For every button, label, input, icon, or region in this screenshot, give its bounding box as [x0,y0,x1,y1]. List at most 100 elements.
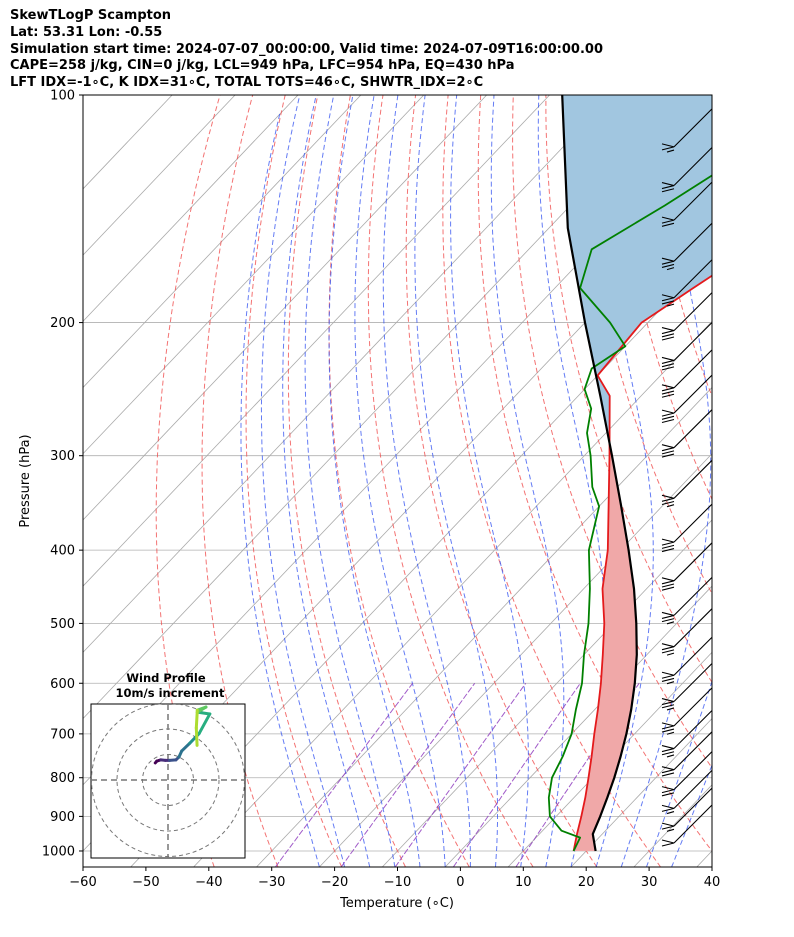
mixing-ratio-4 [452,683,581,867]
wind-barb-full [661,300,675,305]
y-axis-label: Pressure (hPa) [18,434,33,527]
wind-barb-full [661,393,675,398]
moist-adiabat-0 [354,95,446,867]
dry-adiabat-0 [328,95,470,867]
wind-barb-full [661,390,675,395]
wind-barb-flag [661,143,675,148]
wind-barb-full [661,188,675,193]
y-tick-label: 500 [50,617,75,632]
cape-cin-fill-layer [562,95,712,851]
wind-barb-950 [661,787,713,832]
isotherm--150 [83,95,236,256]
wind-barb-900 [661,770,713,815]
x-tick-label: 30 [641,875,658,890]
wind-barb-full [661,769,675,774]
wind-barb-flag [661,494,675,499]
moist-adiabat-28 [620,95,712,867]
wind-barb-staff [673,322,713,361]
positive-area-0 [573,445,637,851]
wind-barb-full [661,548,675,553]
wind-barb-staff [673,687,713,727]
x-tick-label: −10 [384,875,411,890]
isotherm--90 [83,95,613,653]
wind-barb-staff [673,374,713,414]
x-tick-label: −20 [321,875,348,890]
wind-barb-full [661,184,675,190]
wind-barb-450 [661,542,713,591]
wind-barb-650 [661,663,713,711]
wind-barb-full [661,541,675,546]
wind-barb-half [666,681,675,685]
wind-barb-230 [661,322,713,371]
wind-barb-staff [673,259,713,299]
dry-adiabat--30 [201,95,279,867]
wind-barb-full [661,219,675,224]
wind-barb-staff [673,770,713,809]
hodograph-segment [180,741,192,753]
moist-adiabat--4 [328,95,421,867]
wind-barb-full [661,614,675,619]
isotherm--110 [83,95,487,521]
wind-barb-flag [661,384,675,389]
wind-barb-staff [673,409,713,449]
wind-barb-half [666,267,675,271]
wind-barb-full [661,453,675,458]
wind-barb-300 [661,409,713,458]
wind-barb-full [661,825,675,830]
wind-barb-flag [661,766,675,771]
wind-barb-full [661,792,675,797]
wind-barb-staff [673,710,713,749]
mixing-ratio-1 [340,683,476,867]
isotherm--120 [83,95,425,455]
wind-barb-full [661,747,675,753]
wind-barb-staff [673,663,713,702]
wind-barb-full [661,366,675,371]
wind-barb-full [661,728,675,733]
wind-barb-flag [661,611,675,616]
wind-barb-half [666,303,675,307]
isotherm--30 [256,386,712,867]
hodograph-segment [197,712,212,736]
wind-barb-flag [661,643,675,648]
wind-barb-staff [673,108,713,148]
wind-barb-staff [673,222,713,262]
wind-barb-1000 [661,804,713,847]
moist-adiabat-8 [414,95,499,867]
wind-barb-full [661,789,675,794]
wind-barb-150 [661,181,713,227]
wind-barb-full [661,260,675,265]
dry-adiabat--40 [155,95,221,867]
temperature-line [572,274,712,852]
title-times: Simulation start time: 2024-07-07_00:00:… [10,41,603,57]
wind-barb-full [661,583,675,588]
isotherm--10 [381,519,712,867]
wind-barb-flag [661,216,675,221]
profile-lines-layer [547,95,712,852]
moist-adiabat-4 [382,95,471,867]
wind-barb-full [661,618,675,623]
wind-barb-flag [661,294,675,299]
wind-barb-120 [661,108,713,153]
wind-barb-full [661,725,675,730]
dry-adiabat-130 [774,95,794,867]
wind-barbs-layer [661,108,713,847]
moist-adiabat--8 [304,95,396,867]
wind-barb-half [666,828,675,832]
wind-barb-full [661,359,675,364]
dry-adiabat--10 [287,95,406,867]
hodograph-segment [194,726,199,747]
wind-barb-full [661,677,675,683]
x-tick-label: 20 [578,875,595,890]
wind-barb-half [666,621,675,625]
y-tick-label: 900 [50,810,75,825]
wind-profile-inset: Wind Profile 10m/s increment [90,671,246,859]
wind-barb-flag [661,698,675,703]
wind-barb-full [661,674,675,679]
parcel-line [561,95,638,852]
dry-adiabat-110 [708,95,712,121]
y-tick-label: 300 [50,449,75,464]
dry-adiabat-40 [477,95,712,852]
wind-barb-flag [661,327,675,332]
y-tick-label: 400 [50,544,75,559]
y-tick-label: 1000 [42,844,75,859]
